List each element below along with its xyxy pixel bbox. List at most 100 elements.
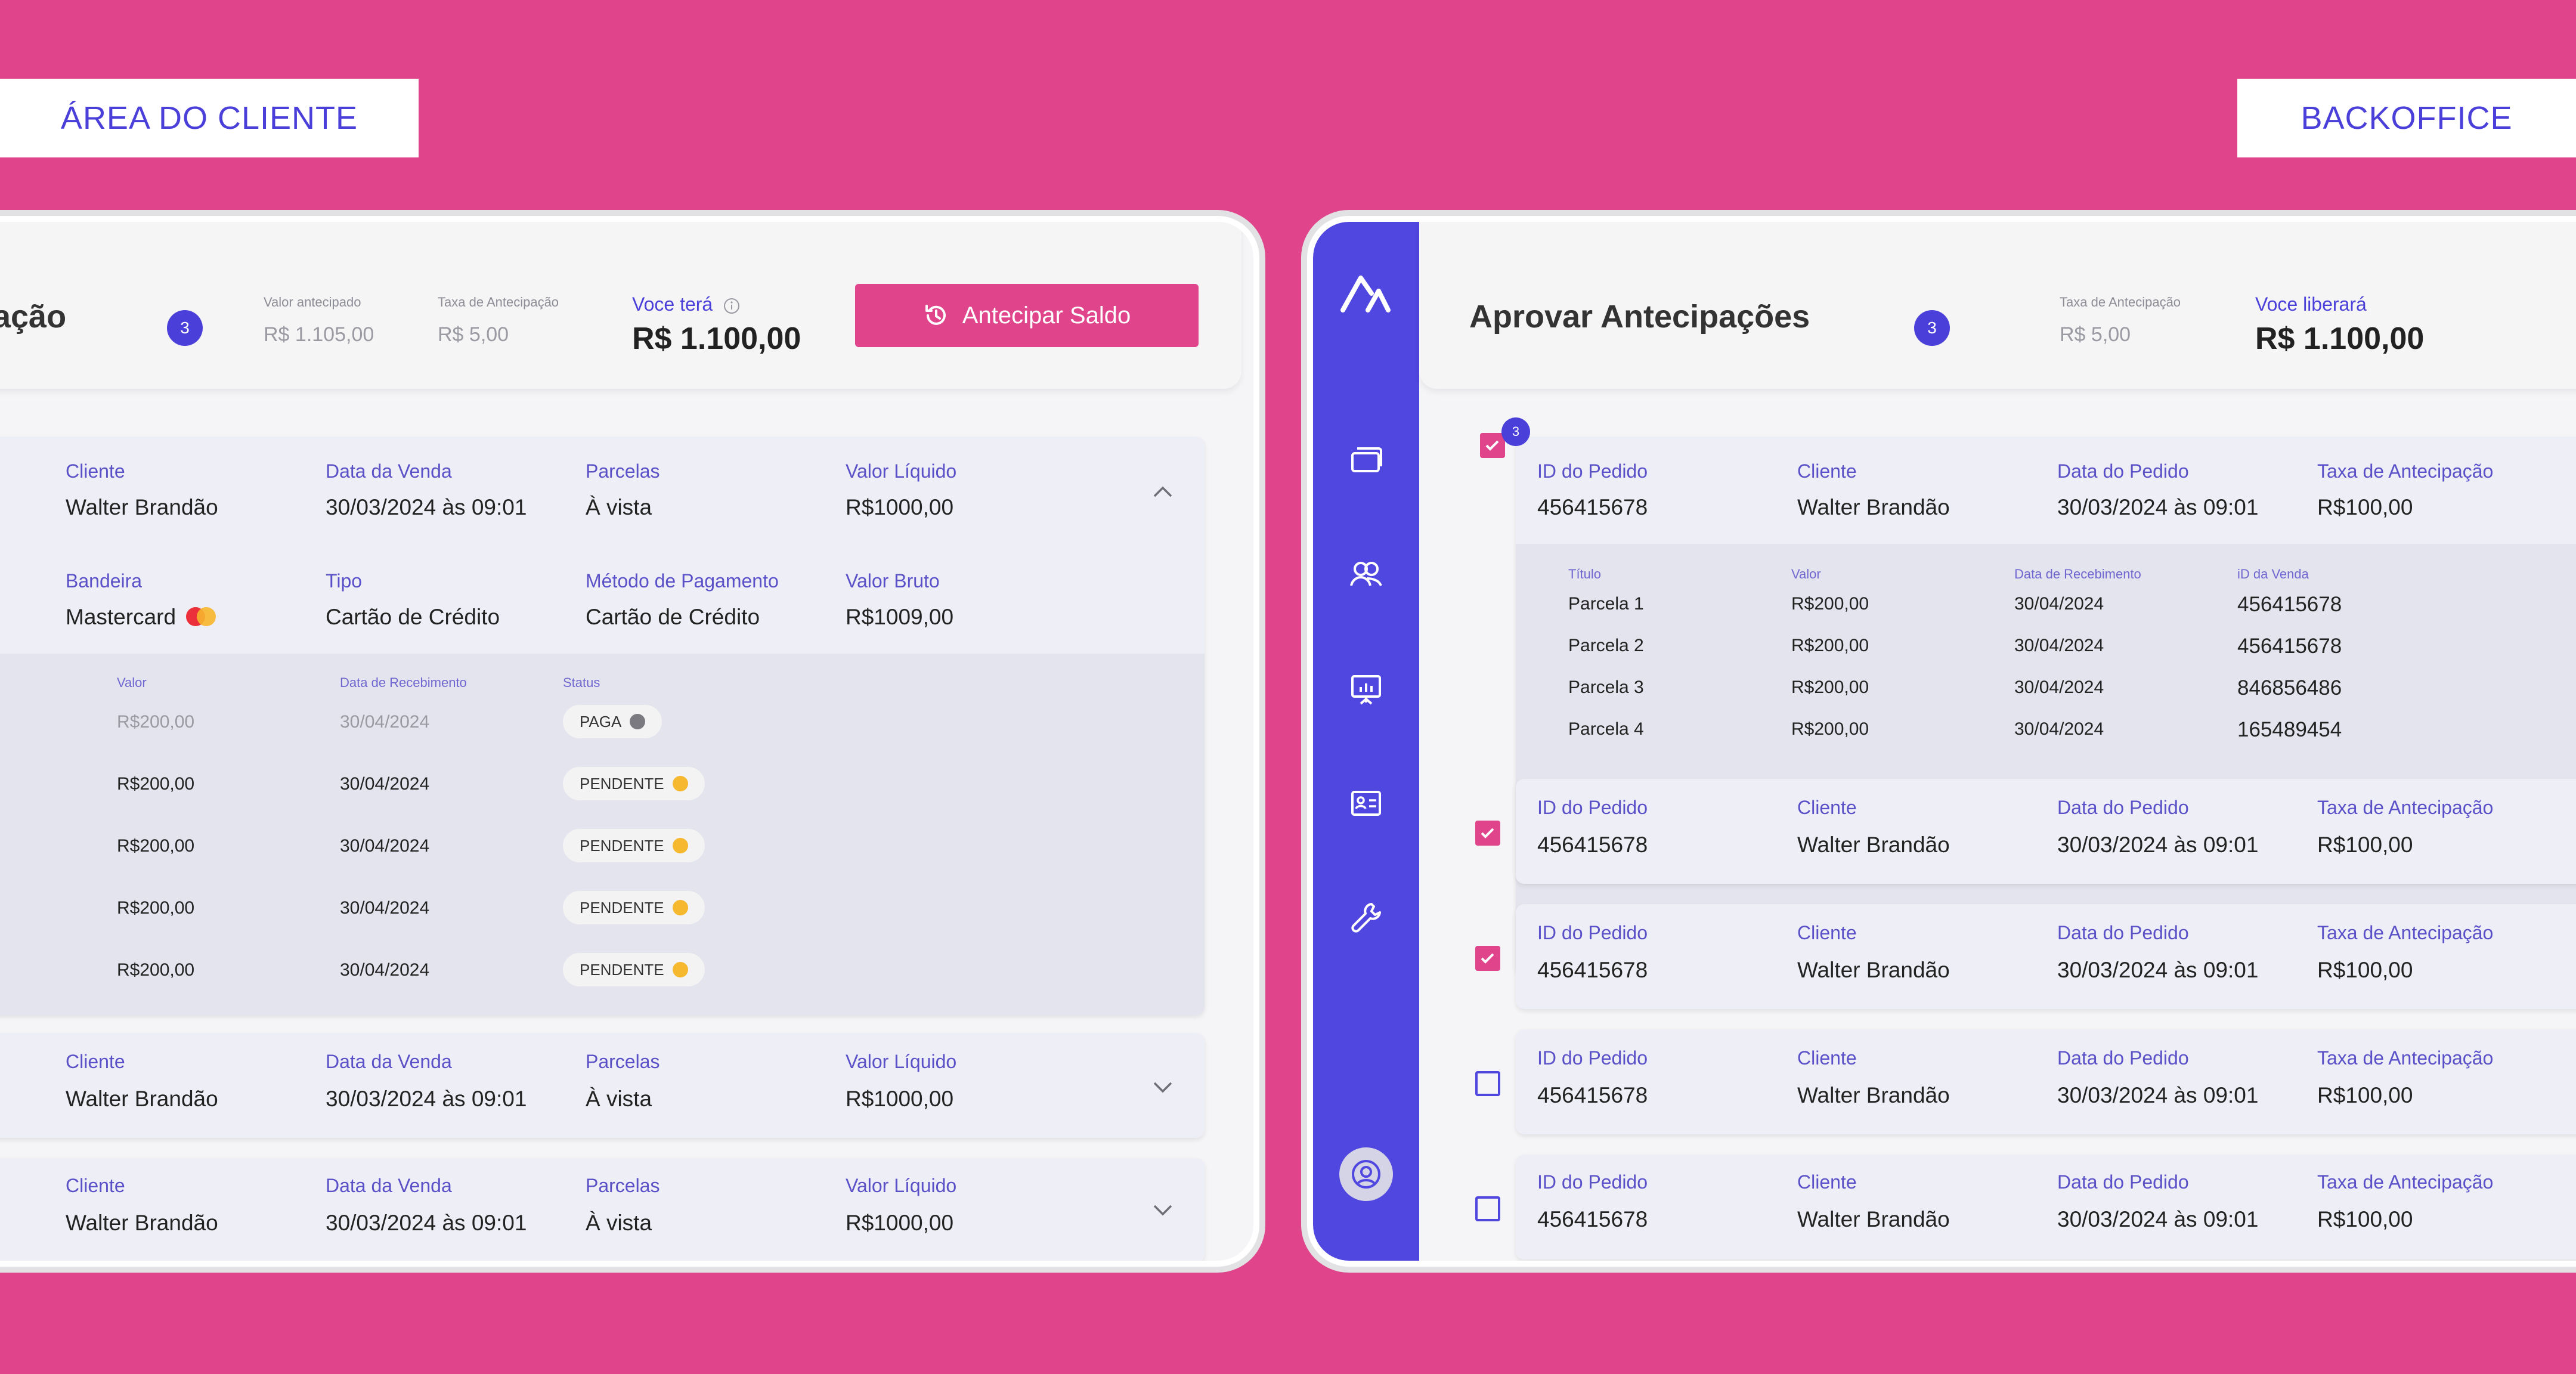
valor-antecipado-value: R$ 1.105,00 <box>264 323 374 346</box>
data-pedido-label: Data do Pedido <box>2057 460 2189 482</box>
parcelas-value: À vista <box>586 495 652 519</box>
voce-tera-text: Voce terá <box>632 293 713 315</box>
backoffice-screen: Aprovar Antecipações 3 Taxa de Antecipaç… <box>1313 222 2576 1261</box>
cliente-value: Walter Brandão <box>1797 958 1950 982</box>
bandeira-label: Bandeira <box>66 570 143 592</box>
valor-header: Valor <box>117 675 147 690</box>
order-card[interactable]: ID do Pedido 456415678 Cliente Walter Br… <box>1516 779 2576 884</box>
voce-tera-label: Voce terá <box>632 293 741 315</box>
valor-liquido-label: Valor Líquido <box>846 1175 957 1196</box>
valor-liquido-value: R$1000,00 <box>846 1087 954 1111</box>
row-checkbox[interactable] <box>1480 433 1505 458</box>
data-venda-value: 30/03/2024 às 09:01 <box>326 1087 527 1111</box>
data-pedido-value: 30/03/2024 às 09:01 <box>2057 833 2259 857</box>
parcela-titulo: Parcela 3 <box>1568 677 1644 697</box>
info-icon[interactable] <box>723 297 741 315</box>
tipo-value: Cartão de Crédito <box>326 605 500 629</box>
data-venda-label: Data da Venda <box>326 1051 452 1072</box>
order-card[interactable]: ID do Pedido 456415678 Cliente Walter Br… <box>1516 1155 2576 1260</box>
sale-card[interactable]: Cliente Walter Brandão Data da Venda 30/… <box>0 1033 1205 1138</box>
row-checkbox[interactable] <box>1475 1196 1500 1221</box>
check-icon <box>1481 953 1494 964</box>
cards-icon[interactable] <box>1346 440 1386 479</box>
data-pedido-value: 30/03/2024 às 09:01 <box>2057 1207 2259 1231</box>
wrench-icon[interactable] <box>1346 898 1386 937</box>
voce-liberara-value: R$ 1.100,00 <box>2255 321 2425 356</box>
cliente-value: Walter Brandão <box>66 495 218 519</box>
cliente-label: Cliente <box>1797 1047 1857 1069</box>
parcela-valor: R$200,00 <box>1791 594 1869 614</box>
inst-data: 30/04/2024 <box>340 898 430 918</box>
count-badge: 3 <box>1914 310 1950 346</box>
inst-valor: R$200,00 <box>117 898 195 918</box>
chevron-up-icon[interactable] <box>1151 479 1175 503</box>
order-card[interactable]: ID do Pedido 456415678 Cliente Walter Br… <box>1516 1029 2576 1134</box>
parcelas-label: Parcelas <box>586 460 660 482</box>
id-venda-header: iD da Venda <box>2237 567 2309 581</box>
inst-valor: R$200,00 <box>117 960 195 980</box>
check-icon <box>1485 440 1499 451</box>
page-title: Aprovar Antecipações <box>1469 299 1810 335</box>
parcelas-label: Parcelas <box>586 1175 660 1196</box>
data-recebimento-header: Data de Recebimento <box>340 675 467 690</box>
parcela-valor: R$200,00 <box>1791 677 1869 697</box>
inst-data: 30/04/2024 <box>340 836 430 856</box>
parcela-data: 30/04/2024 <box>2014 636 2104 655</box>
sale-card[interactable]: Cliente Walter Brandão Data da Venda 30/… <box>0 1158 1205 1261</box>
id-pedido-label: ID do Pedido <box>1537 1171 1648 1193</box>
id-pedido-label: ID do Pedido <box>1537 797 1648 818</box>
taxa-antecipacao-label: Taxa de Antecipação <box>2317 1047 2494 1069</box>
antecipar-saldo-button[interactable]: Antecipar Saldo <box>855 284 1199 347</box>
row-checkbox[interactable] <box>1475 946 1500 971</box>
status-header: Status <box>563 675 600 690</box>
id-card-icon[interactable] <box>1346 784 1386 823</box>
status-dot <box>630 714 646 729</box>
valor-bruto-label: Valor Bruto <box>846 570 940 592</box>
valor-liquido-value: R$1000,00 <box>846 495 954 519</box>
sale-card-expanded[interactable]: Cliente Walter Brandão Data da Venda 30/… <box>0 437 1205 1015</box>
order-card[interactable]: ID do Pedido 456415678 Cliente Walter Br… <box>1516 904 2576 1009</box>
taxa-antecipacao-label: Taxa de Antecipação <box>2317 460 2494 482</box>
cliente-value: Walter Brandão <box>1797 495 1950 519</box>
chevron-down-icon[interactable] <box>1151 1197 1175 1221</box>
presentation-icon[interactable] <box>1346 669 1386 708</box>
valor-liquido-value: R$1000,00 <box>846 1211 954 1235</box>
status-text: PENDENTE <box>580 836 664 855</box>
inst-valor: R$200,00 <box>117 774 195 794</box>
logo-icon[interactable] <box>1337 265 1394 322</box>
cliente-value: Walter Brandão <box>66 1087 218 1111</box>
parcela-titulo: Parcela 2 <box>1568 636 1644 655</box>
row-checkbox[interactable] <box>1475 1071 1500 1096</box>
cliente-value: Walter Brandão <box>1797 1083 1950 1107</box>
data-pedido-value: 30/03/2024 às 09:01 <box>2057 1083 2259 1107</box>
status-text: PAGA <box>580 712 622 731</box>
taxa-antecipacao-value: R$100,00 <box>2317 1207 2413 1231</box>
avatar[interactable] <box>1339 1147 1393 1201</box>
parcelas-value: À vista <box>586 1087 652 1111</box>
order-card-expanded[interactable]: ID do Pedido 456415678 Cliente Walter Br… <box>1516 437 2576 976</box>
parcela-titulo: Parcela 1 <box>1568 594 1644 614</box>
cliente-label: Cliente <box>66 1175 125 1196</box>
mastercard-icon <box>186 607 216 626</box>
data-recebimento-header: Data de Recebimento <box>2014 567 2141 581</box>
parcelas-value: À vista <box>586 1211 652 1235</box>
bandeira-value: Mastercard <box>66 605 177 629</box>
count-badge: 3 <box>167 310 203 346</box>
data-pedido-label: Data do Pedido <box>2057 922 2189 943</box>
status-dot <box>672 962 688 977</box>
taxa-label: Taxa de Antecipação <box>2060 295 2181 310</box>
chevron-down-icon[interactable] <box>1151 1075 1175 1098</box>
client-header: ipação 3 Valor antecipado R$ 1.105,00 Ta… <box>0 222 1241 389</box>
parcela-data: 30/04/2024 <box>2014 594 2104 614</box>
valor-antecipado-label: Valor antecipado <box>264 295 361 310</box>
client-area-tag: ÁREA DO CLIENTE <box>0 79 419 157</box>
status-badge: PENDENTE <box>563 891 705 924</box>
row-checkbox[interactable] <box>1475 821 1500 846</box>
taxa-antecipacao-label: Taxa de Antecipação <box>2317 1171 2494 1193</box>
parcelas-label: Parcelas <box>586 1051 660 1072</box>
cliente-label: Cliente <box>1797 460 1857 482</box>
parcela-data: 30/04/2024 <box>2014 677 2104 697</box>
users-icon[interactable] <box>1346 555 1386 594</box>
status-dot <box>672 900 688 915</box>
data-pedido-value: 30/03/2024 às 09:01 <box>2057 958 2259 982</box>
